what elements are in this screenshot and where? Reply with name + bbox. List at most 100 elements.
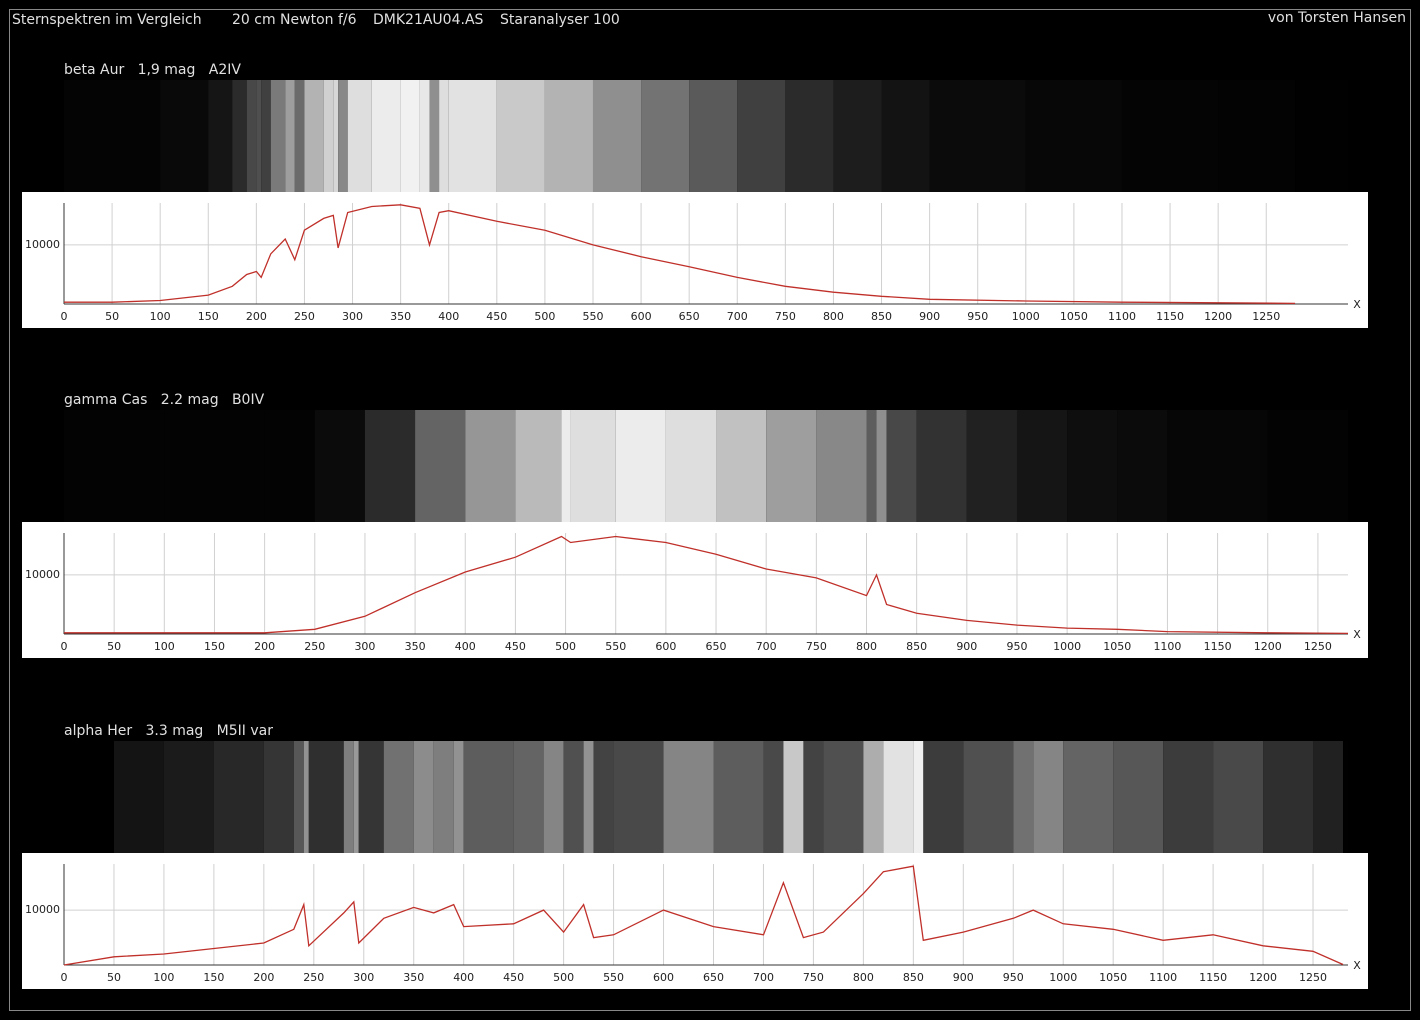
x-tick-label: 250 — [294, 310, 315, 323]
strip-band — [347, 80, 372, 200]
strip-band — [1263, 741, 1314, 861]
strip-band — [1121, 80, 1219, 200]
x-tick-label: 750 — [806, 640, 827, 653]
x-tick-label: 300 — [342, 310, 363, 323]
strip-band — [1067, 410, 1118, 530]
x-tick-label: 950 — [1006, 640, 1027, 653]
strip-band — [429, 80, 440, 200]
x-tick-label: 750 — [803, 971, 824, 984]
x-tick-label: 1100 — [1153, 640, 1181, 653]
x-axis-label: X — [1353, 298, 1361, 311]
x-tick-label: 450 — [503, 971, 524, 984]
strip-band — [783, 741, 804, 861]
strip-band — [419, 80, 430, 200]
strip-band — [264, 410, 315, 530]
strip-band — [113, 741, 164, 861]
strip-band — [803, 741, 824, 861]
x-tick-label: 400 — [438, 310, 459, 323]
strip-band — [371, 80, 401, 200]
x-tick-label: 900 — [919, 310, 940, 323]
strip-band — [246, 80, 257, 200]
x-tick-label: 1150 — [1204, 640, 1232, 653]
x-tick-label: 650 — [679, 310, 700, 323]
x-tick-label: 850 — [871, 310, 892, 323]
strip-band — [358, 741, 384, 861]
strip-band — [465, 410, 516, 530]
x-tick-label: 1050 — [1103, 640, 1131, 653]
strip-band — [232, 80, 247, 200]
strip-band — [1013, 741, 1034, 861]
strip-band — [785, 80, 834, 200]
strip-band — [1016, 410, 1068, 530]
strip-band — [592, 80, 642, 200]
x-tick-label: 1050 — [1099, 971, 1127, 984]
strip-band — [263, 741, 294, 861]
strip-band — [866, 410, 877, 530]
x-tick-label: 1000 — [1049, 971, 1077, 984]
y-tick-label: 10000 — [25, 568, 60, 581]
strip-band — [913, 741, 924, 861]
strip-band — [689, 80, 738, 200]
strip-band — [963, 741, 1014, 861]
strip-band — [863, 741, 884, 861]
strip-band — [338, 80, 348, 200]
strip-band — [1063, 741, 1114, 861]
x-tick-label: 750 — [775, 310, 796, 323]
strip-band — [563, 741, 584, 861]
spectrum-line — [64, 204, 1296, 305]
x-tick-label: 400 — [453, 971, 474, 984]
x-tick-label: 400 — [455, 640, 476, 653]
x-tick-label: 900 — [953, 971, 974, 984]
strip-band — [448, 80, 497, 200]
strip-band — [1167, 410, 1268, 530]
x-tick-label: 500 — [553, 971, 574, 984]
header-title: Sternspektren im Vergleich — [12, 12, 202, 28]
strip-band — [641, 80, 690, 200]
strip-band — [1218, 80, 1296, 200]
x-tick-label: 800 — [856, 640, 877, 653]
x-tick-label: 1150 — [1156, 310, 1184, 323]
strip-band — [261, 80, 271, 200]
x-tick-label: 850 — [906, 640, 927, 653]
x-tick-label: 1150 — [1199, 971, 1227, 984]
strip-band — [763, 741, 784, 861]
x-tick-label: 0 — [61, 640, 68, 653]
header-telescope: 20 cm Newton f/6 — [232, 12, 357, 28]
x-tick-label: 1100 — [1149, 971, 1177, 984]
x-tick-label: 1250 — [1252, 310, 1280, 323]
header-author: von Torsten Hansen — [1268, 10, 1406, 26]
strip-band — [353, 741, 359, 861]
x-tick-label: 1000 — [1053, 640, 1081, 653]
x-tick-label: 350 — [390, 310, 411, 323]
x-tick-label: 300 — [354, 640, 375, 653]
x-axis-label: X — [1353, 628, 1361, 641]
y-tick-label: 10000 — [25, 903, 60, 916]
x-tick-label: 0 — [61, 971, 68, 984]
x-tick-label: 150 — [203, 971, 224, 984]
x-tick-label: 550 — [582, 310, 603, 323]
strip-band — [160, 80, 209, 200]
strip-band — [883, 741, 914, 861]
x-tick-label: 500 — [555, 640, 576, 653]
x-tick-label: 800 — [823, 310, 844, 323]
strip-band — [613, 741, 664, 861]
x-tick-label: 50 — [105, 310, 119, 323]
strip-band — [823, 741, 864, 861]
spectrum-title: gamma Cas 2.2 mag B0IV — [64, 392, 265, 408]
strip-band — [285, 80, 295, 200]
x-tick-label: 1000 — [1012, 310, 1040, 323]
strip-band — [294, 80, 305, 200]
strip-band — [463, 741, 514, 861]
strip-band — [583, 741, 594, 861]
strip-band — [916, 410, 967, 530]
strip-band — [400, 80, 420, 200]
strip-band — [1313, 741, 1344, 861]
x-tick-label: 350 — [403, 971, 424, 984]
strip-band — [213, 741, 264, 861]
strip-band — [364, 410, 416, 530]
x-tick-label: 600 — [631, 310, 652, 323]
strip-band — [1113, 741, 1164, 861]
strip-band — [308, 741, 344, 861]
x-tick-label: 900 — [956, 640, 977, 653]
